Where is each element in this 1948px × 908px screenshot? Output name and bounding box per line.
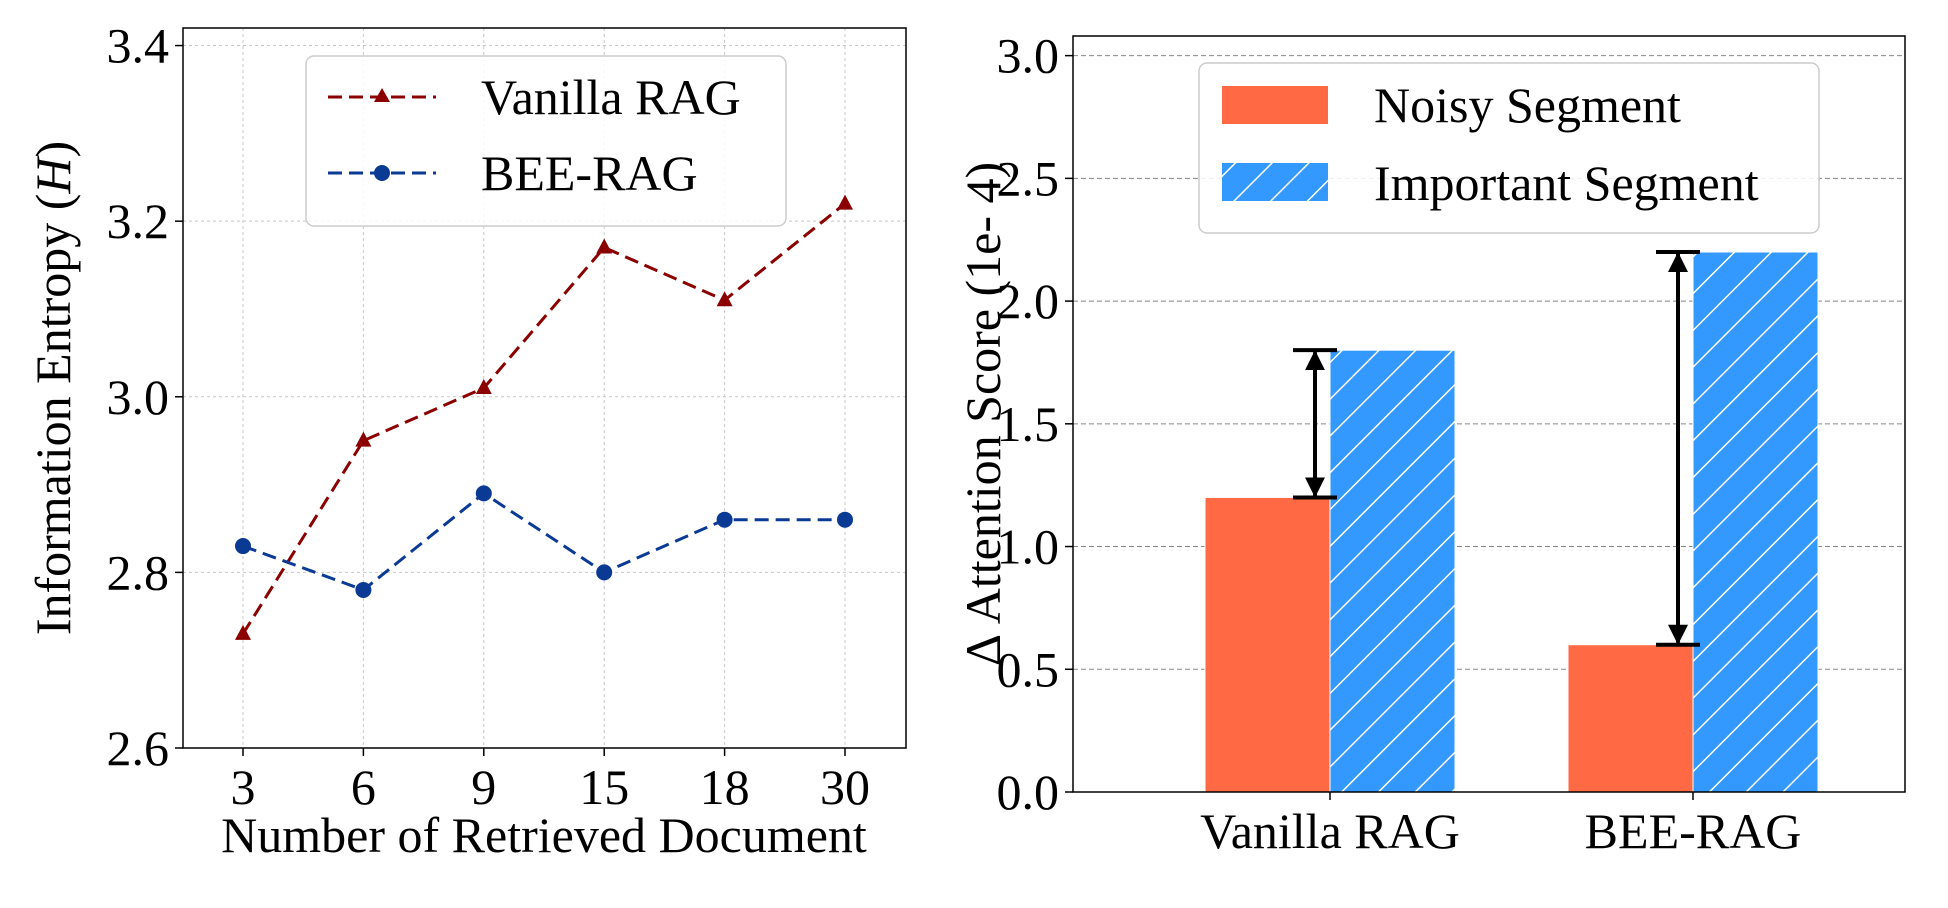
vanilla-rag-series-line [241,202,846,635]
legend-important-segment-label: Important Segment [1374,155,1759,211]
legend-bee-rag-marker [374,165,390,181]
vanilla-rag-point [475,379,492,394]
vanilla-rag-point [235,624,251,640]
bar-chart-y-tick-label: 1.5 [997,396,1060,452]
bar-chart-y-tick-label: 3.0 [997,28,1060,84]
bar-chart-x-tick-label: BEE-RAG [1585,803,1802,859]
bar-chart-y-tick-label: 1.0 [997,519,1060,575]
legend-noisy-segment-swatch [1222,86,1328,124]
line-chart-y-ticks: 2.6 2.8 3.0 3.2 3.4 [107,18,183,776]
bee-rag-point [716,511,733,528]
bee-rag-point [355,581,372,598]
important-segment-bar-bee-rag [1692,251,1819,793]
line-chart-x-tick-label: 15 [579,759,629,815]
bar-chart-frame [1072,35,1906,793]
noisy-segment-bar-bee-rag [1567,644,1694,793]
bar-chart-legend: Noisy Segment Important Segment [1198,62,1820,234]
bar-chart-legend-box [1198,62,1820,234]
line-chart-x-tick-label: 3 [231,759,256,815]
line-chart-x-tick-label: 9 [471,759,496,815]
vanilla-rag-point [596,238,613,254]
line-chart-y-tick-label: 3.4 [107,18,170,74]
line-chart-x-label: Number of Retrieved Document [221,807,867,863]
line-chart-legend: Vanilla RAG BEE-RAG [305,55,787,227]
bee-rag-point [596,564,613,581]
bar-chart-x-ticks: Vanilla RAG BEE-RAG [1200,792,1801,859]
bar-chart-y-tick-label: 0.5 [997,641,1060,697]
vanilla-rag-point [837,194,853,210]
legend-noisy-segment-label: Noisy Segment [1374,77,1681,133]
noisy-segment-bar-vanilla-rag [1204,496,1331,793]
line-chart-x-tick-label: 30 [820,759,870,815]
line-chart-y-tick-label: 3.0 [107,369,170,425]
bar-chart: 0.0 0.5 1.0 1.5 2.0 2.5 3.0 Vanilla RAG BEE-RAG… [955,28,1906,859]
bar-chart-y-tick-label: 0.0 [997,764,1060,820]
line-chart-y-tick-label: 2.8 [107,544,170,600]
bar-chart-y-tick-label: 2.0 [997,273,1060,329]
bar-chart-y-ticks: 0.0 0.5 1.0 1.5 2.0 2.5 3.0 [997,28,1073,820]
line-chart-frame [182,27,907,749]
bee-rag-point [475,485,492,502]
legend-vanilla-rag-label: Vanilla RAG [481,69,741,125]
legend-important-segment-swatch [1222,163,1328,201]
line-chart-y-label: Information Entropy (H) [25,141,81,635]
line-chart-y-tick-label: 3.2 [107,193,170,249]
bee-rag-point [837,511,853,528]
vanilla-rag-point [716,291,733,307]
bar-chart-x-tick-label: Vanilla RAG [1200,803,1460,859]
line-chart-x-tick-label: 6 [351,759,376,815]
bee-rag-point [235,538,251,555]
legend-bee-rag-label: BEE-RAG [481,145,698,201]
legend-vanilla-rag-marker [374,88,390,102]
bee-rag-series-line [242,491,845,592]
line-chart: 2.6 2.8 3.0 3.2 3.4 3 6 9 15 18 30 Number of Retr… [25,18,907,863]
bar-chart-y-tick-label: 2.5 [997,150,1060,206]
bar-chart-y-label: Δ Attention Score (1e- 4) [955,162,1011,666]
bar-chart-bars [1204,251,1819,793]
line-chart-x-ticks: 3 6 9 15 18 30 [231,748,870,815]
important-segment-bar-vanilla-rag [1329,349,1456,793]
line-chart-series [235,194,853,640]
line-chart-x-tick-label: 18 [700,759,750,815]
bar-chart-gap-arrows [1293,250,1700,647]
line-chart-y-tick-label: 2.6 [107,720,170,776]
vanilla-rag-point [355,431,372,447]
